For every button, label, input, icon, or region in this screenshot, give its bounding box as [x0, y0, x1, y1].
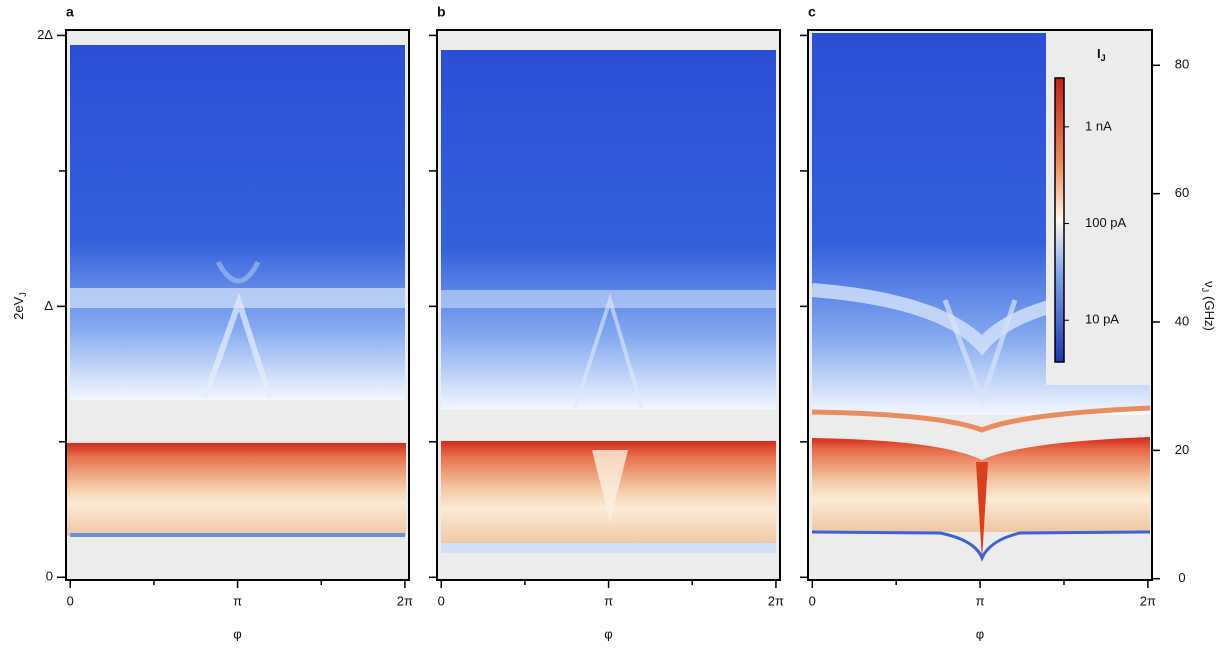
heatmap-v [215, 260, 261, 284]
y2-axis-label-sub: J [1200, 288, 1210, 293]
x-tick-label: π [233, 593, 242, 608]
heatmap-blue [441, 50, 776, 410]
y-tick-label: 0 [46, 569, 53, 584]
heatmap-line [811, 405, 1151, 433]
y2-tick-label: 80 [1175, 57, 1189, 72]
y2-axis-label-unit: (GHz) [1202, 296, 1217, 331]
heatmap-edge [70, 533, 405, 537]
heatmap-v [976, 462, 988, 560]
y2-axis-label-main: ν [1202, 281, 1217, 288]
y-axis-label: 2eVJ [11, 292, 28, 320]
colorbar-title-main: I [1097, 46, 1101, 61]
y2-axis-label: νJ (GHz) [1200, 281, 1217, 331]
panel-label: a [66, 4, 74, 20]
colorbar [1054, 77, 1065, 363]
heatmap-edge [811, 530, 1151, 562]
x-axis-label: φ [604, 626, 612, 641]
x-axis-label: φ [976, 626, 984, 641]
x-tick-label: 2π [768, 593, 784, 608]
heatmap-v [573, 293, 644, 409]
colorbar-tick-label: 100 pA [1085, 215, 1127, 230]
x-tick-label: 0 [809, 593, 816, 608]
y-tick-label: Δ [44, 298, 53, 313]
panel-label: b [437, 4, 446, 20]
x-tick-label: π [604, 593, 613, 608]
y-tick-label: 2Δ [37, 27, 53, 42]
y2-tick-label: 60 [1175, 185, 1189, 200]
y-axis-label-sub: J [18, 292, 28, 297]
colorbar-tick-label: 10 pA [1085, 312, 1119, 327]
heatmap-red [66, 443, 406, 536]
x-tick-label: 0 [67, 593, 74, 608]
heatmap-edge [441, 543, 776, 553]
y2-tick-label: 40 [1175, 313, 1189, 328]
x-tick-label: 0 [438, 593, 445, 608]
colorbar-title: IJ [1097, 46, 1106, 63]
colorbar-title-sub: J [1101, 53, 1106, 63]
heatmap-v [942, 299, 1018, 408]
x-axis-label: φ [233, 626, 241, 641]
heatmap-v [202, 292, 273, 400]
y2-tick-label: 0 [1178, 570, 1185, 585]
x-tick-label: π [976, 593, 985, 608]
colorbar-tick-label: 1 nA [1085, 118, 1112, 133]
x-tick-label: 2π [397, 593, 413, 608]
heatmap-blue [70, 45, 405, 400]
y-axis-label-main: 2eV [11, 296, 26, 319]
x-tick-label: 2π [1140, 593, 1156, 608]
heatmap-v [592, 450, 628, 522]
y2-tick-label: 20 [1175, 442, 1189, 457]
panel-label: c [808, 4, 816, 20]
